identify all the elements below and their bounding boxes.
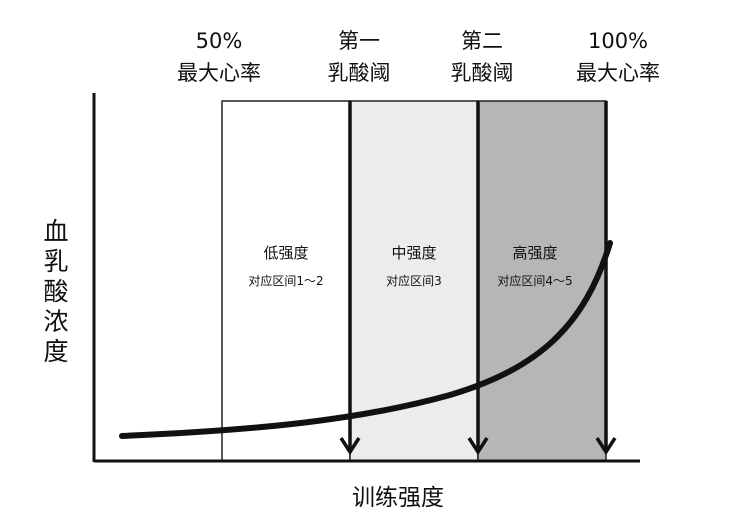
zone-mid-name: 中强度 xyxy=(391,244,436,262)
svg-text:乳: 乳 xyxy=(43,247,68,276)
arrow-first-lactate-threshold xyxy=(339,101,361,456)
label-first-lt-line1: 第一 xyxy=(338,29,380,53)
arrow-second-lactate-threshold xyxy=(467,101,489,456)
zone-high-sub: 对应区间4～5 xyxy=(497,273,572,288)
label-50-percent-hr-line2: 最大心率 xyxy=(177,61,261,85)
zone-mid-sub: 对应区间3 xyxy=(386,273,442,288)
svg-text:浓: 浓 xyxy=(43,307,68,336)
zone-low-sub: 对应区间1～2 xyxy=(248,273,323,288)
label-second-lt-line1: 第二 xyxy=(461,29,503,53)
svg-text:度: 度 xyxy=(43,337,68,366)
label-100-percent-hr-line2: 最大心率 xyxy=(576,61,660,85)
svg-text:血: 血 xyxy=(43,217,68,246)
label-first-lt-line2: 乳酸阈 xyxy=(328,61,391,85)
zone-low-box xyxy=(221,100,351,462)
arrow-max-heart-rate xyxy=(595,101,617,456)
label-50-percent-hr-line1: 50% xyxy=(196,29,243,53)
label-100-percent-hr-line1: 100% xyxy=(588,29,648,53)
svg-text:酸: 酸 xyxy=(43,277,68,306)
zone-high-name: 高强度 xyxy=(512,244,557,262)
y-axis-label: 血 乳 酸 浓 度 xyxy=(43,217,68,366)
zone-low-name: 低强度 xyxy=(263,244,308,262)
zone-high-box xyxy=(477,100,607,462)
label-second-lt-line2: 乳酸阈 xyxy=(451,61,514,85)
lactate-curve xyxy=(119,240,613,439)
x-axis-label: 训练强度 xyxy=(352,485,444,511)
